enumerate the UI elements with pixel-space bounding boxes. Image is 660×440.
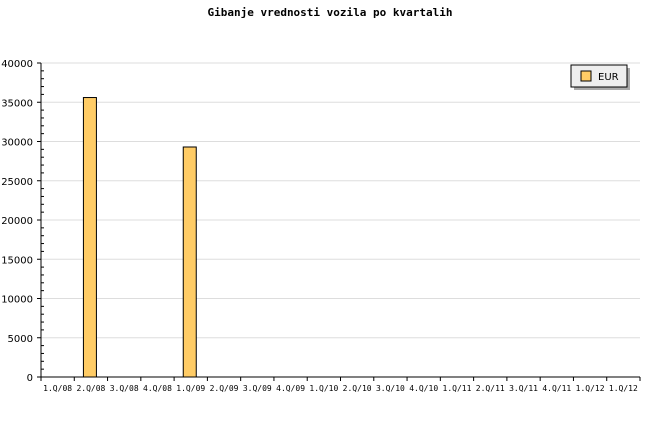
y-tick-label: 0 (27, 373, 33, 384)
y-tick-label: 40000 (1, 59, 33, 70)
y-tick-label: 30000 (1, 138, 33, 149)
legend-label: EUR (598, 72, 619, 83)
bar (182, 146, 197, 378)
y-tick-label: 35000 (1, 98, 33, 109)
x-tick-label: 1.Q/08 (43, 384, 72, 393)
legend-swatch (580, 70, 592, 82)
x-tick-label: 4.Q/10 (409, 384, 438, 393)
x-tick-label: 4.Q/11 (542, 384, 571, 393)
y-tick-label: 10000 (1, 295, 33, 306)
x-tick-label: 1.Q/09 (176, 384, 205, 393)
y-tick-label: 20000 (1, 216, 33, 227)
x-tick-label: 2.Q/09 (210, 384, 239, 393)
x-tick-label: 4.Q/09 (276, 384, 305, 393)
x-tick-label: 2.Q/08 (76, 384, 105, 393)
x-tick-label: 2.Q/10 (343, 384, 372, 393)
chart-title: Gibanje vrednosti vozila po kvartalih (207, 6, 453, 19)
x-tick-label: 3.Q/10 (376, 384, 405, 393)
x-tick-label: 3.Q/09 (243, 384, 272, 393)
x-tick-label: 4.Q/08 (143, 384, 172, 393)
x-tick-label: 2.Q/11 (476, 384, 505, 393)
x-tick-label: 1.Q/11 (443, 384, 472, 393)
x-tick-label: 3.Q/11 (509, 384, 538, 393)
bar (82, 97, 97, 378)
y-tick-label: 25000 (1, 177, 33, 188)
y-tick-label: 5000 (8, 334, 33, 345)
x-tick-label: 3.Q/08 (110, 384, 139, 393)
y-tick-label: 15000 (1, 255, 33, 266)
x-tick-label: 1.Q/10 (309, 384, 338, 393)
x-tick-label: 1.Q/12 (576, 384, 605, 393)
x-tick-label: 1.Q/12 (609, 384, 638, 393)
